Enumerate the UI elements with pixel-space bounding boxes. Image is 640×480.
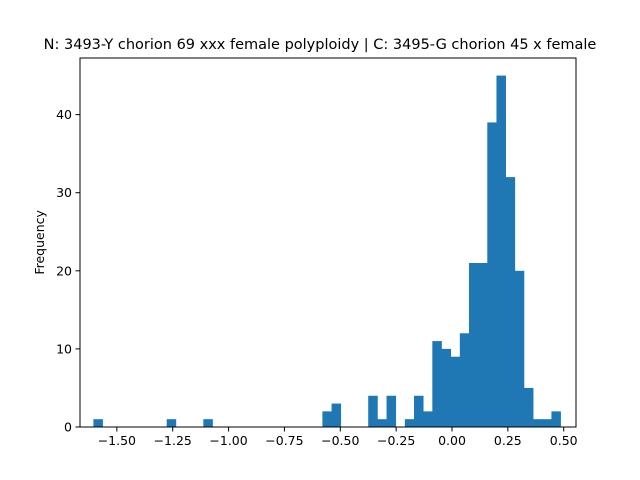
histogram-bar: [551, 411, 561, 427]
y-tick-label: 10: [56, 341, 72, 356]
histogram-bar: [542, 419, 552, 427]
x-tick-label: −1.25: [154, 433, 192, 448]
histogram-bar: [166, 419, 177, 427]
histogram-bar: [441, 348, 452, 427]
histogram-bar: [368, 395, 378, 427]
histogram-bar: [533, 419, 543, 427]
histogram-bar: [505, 177, 516, 427]
y-tick-label: 30: [56, 185, 72, 200]
chart-title: N: 3493-Y chorion 69 xxx female polyploi…: [44, 37, 597, 53]
y-axis-label: Frequency: [32, 210, 47, 275]
histogram-bar: [523, 387, 534, 427]
x-ticks-group: −1.50 −1.25 −1.00 −0.75 −0.50 −0.25 0.00 0.25 0.…: [98, 427, 578, 448]
x-tick-label: 0.00: [438, 433, 466, 448]
histogram-bar: [514, 270, 525, 427]
x-tick-label: −0.75: [265, 433, 303, 448]
histogram-bar: [377, 419, 387, 427]
x-tick-label: −0.25: [377, 433, 415, 448]
histogram-bar: [450, 356, 461, 427]
histogram-bar: [203, 419, 213, 427]
y-tick-label: 20: [56, 263, 72, 278]
axes-group: [79, 57, 577, 428]
x-tick-label: −1.50: [98, 433, 136, 448]
x-tick-label: 0.50: [550, 433, 578, 448]
bars-group: [93, 75, 561, 428]
histogram-bar: [93, 419, 103, 427]
y-tick-label: 40: [56, 107, 72, 122]
histogram-bar: [322, 411, 332, 427]
x-tick-label: 0.25: [494, 433, 522, 448]
histogram-bar: [423, 411, 433, 427]
histogram-bar: [414, 395, 424, 427]
histogram-bar: [487, 122, 497, 428]
histogram-bar: [459, 333, 470, 427]
histogram-bar: [386, 395, 397, 427]
histogram-bar: [432, 341, 442, 427]
plot-area-frame: [79, 57, 577, 428]
x-tick-label: −1.00: [209, 433, 247, 448]
histogram-bar: [468, 263, 479, 427]
histogram-bar: [478, 263, 488, 427]
histogram-bar: [331, 403, 342, 427]
x-tick-label: −0.50: [321, 433, 359, 448]
y-tick-label: 0: [64, 420, 72, 435]
y-ticks-group: 0 10 20 30 40: [56, 107, 80, 435]
histogram-bar: [404, 419, 415, 427]
histogram-bar: [496, 75, 506, 427]
